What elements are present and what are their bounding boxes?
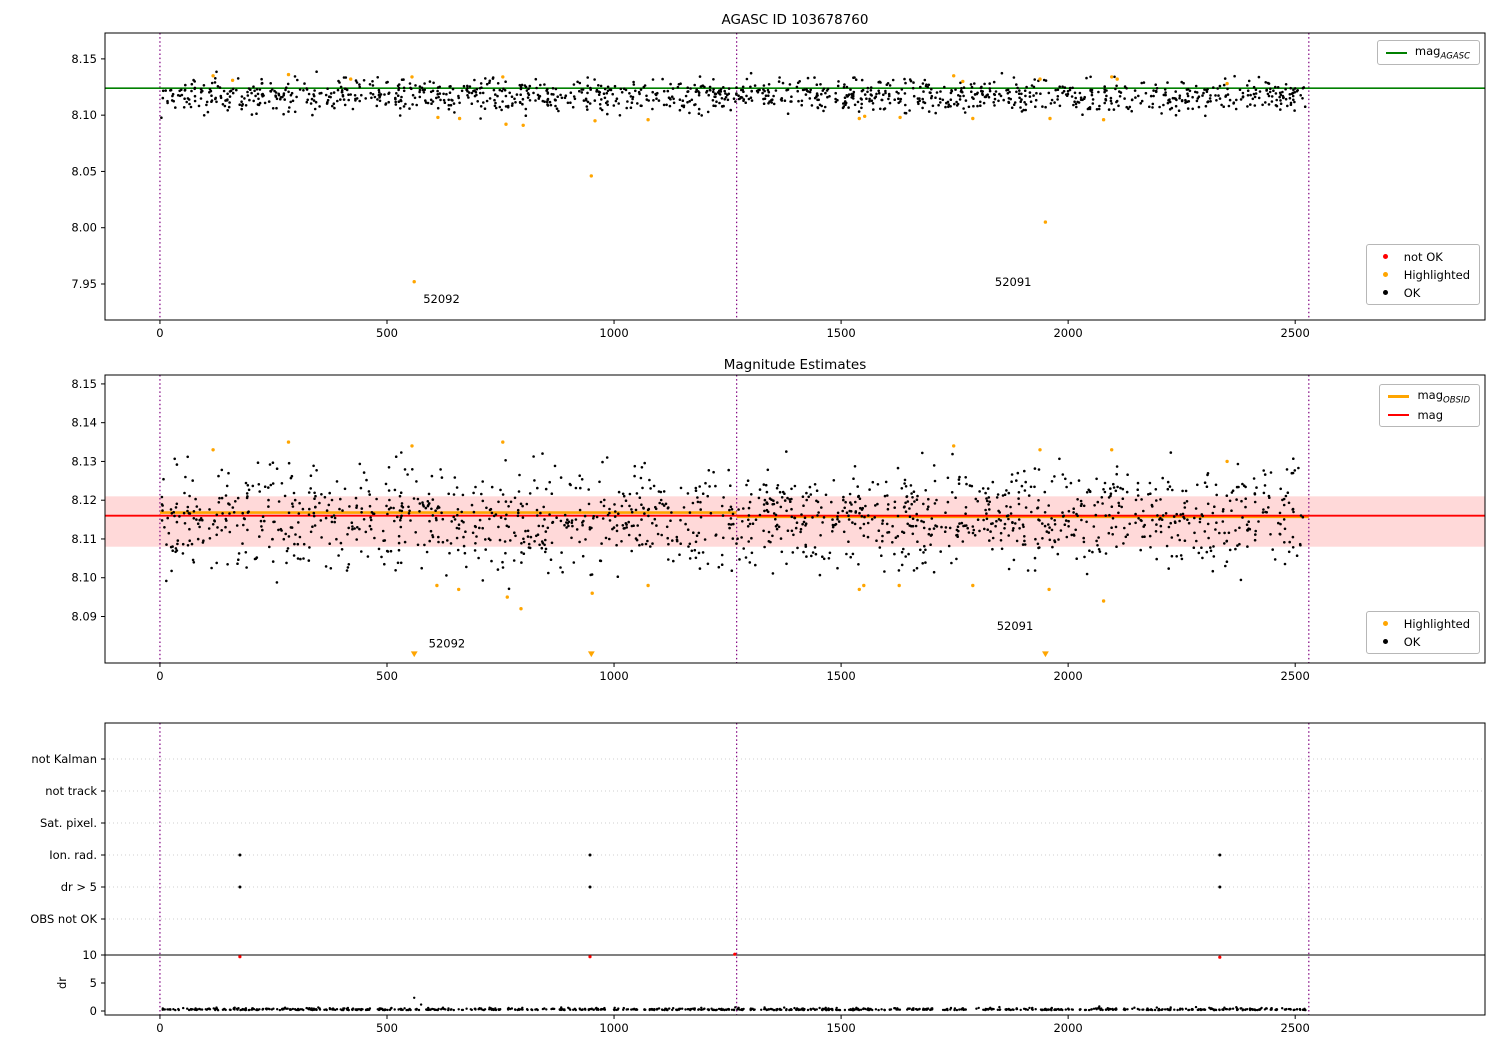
- y-tick-label: 8.14: [71, 416, 97, 430]
- axes-border: [104, 32, 1486, 321]
- legend-item: magOBSID: [1388, 387, 1470, 406]
- highlighted-points: [211, 72, 1229, 284]
- y-tick-label: 8.15: [71, 377, 97, 391]
- flag-category-label: dr > 5: [61, 880, 97, 894]
- dr-axis-label: dr: [55, 977, 69, 989]
- clipped-low-marker: [587, 651, 595, 658]
- x-tick-label: 2000: [1053, 326, 1082, 340]
- legend-label: OK: [1403, 285, 1421, 300]
- y-tick-label: 8.05: [71, 164, 97, 178]
- legend-marker-dot: [1382, 254, 1388, 259]
- y-tick-label: 8.10: [71, 108, 97, 122]
- x-tick-label: 1500: [826, 326, 855, 340]
- y-tick-label: 7.95: [71, 277, 97, 291]
- dr-tick-label: 5: [90, 976, 97, 990]
- x-tick-label: 1000: [599, 326, 628, 340]
- legend-label: not OK: [1403, 249, 1443, 264]
- legend-marker-dot: [1382, 272, 1388, 277]
- plot1-legend-lines: magAGASC: [1376, 40, 1480, 65]
- y-tick-label: 8.13: [71, 454, 97, 468]
- y-tick-label: 8.11: [71, 532, 97, 546]
- legend-item: Highlighted: [1375, 616, 1470, 631]
- legend-label: magOBSID: [1417, 387, 1470, 406]
- legend-marker-sample: [1375, 254, 1396, 259]
- obsid-annotation: 52091: [995, 275, 1032, 289]
- flag-category-label: Sat. pixel.: [40, 816, 97, 830]
- obsid-annotation: 52091: [997, 619, 1034, 633]
- plot2-legend-lines: magOBSID mag: [1379, 384, 1480, 427]
- dr-notok-points: [238, 952, 1222, 959]
- flags-dr-plot: not Kalman not track Sat. pixel. Ion. rad. d…: [30, 722, 1486, 1035]
- y-tick-label: 8.09: [71, 609, 97, 623]
- flag-category-label: OBS not OK: [30, 912, 97, 926]
- highlighted-points: [211, 440, 1229, 611]
- x-tick-label: 1500: [826, 669, 855, 683]
- clipped-low-marker: [1042, 651, 1049, 658]
- legend-label: magAGASC: [1414, 43, 1470, 62]
- legend-marker-dot: [1382, 639, 1388, 644]
- x-tick-label: 2000: [1053, 669, 1082, 683]
- legend-label: Highlighted: [1403, 616, 1470, 631]
- y-tick-label: 8.00: [71, 221, 97, 235]
- x-tick-label: 2500: [1281, 669, 1310, 683]
- flag-category-label: not track: [45, 784, 97, 798]
- mag-estimates-plot: 52092 52091 8.09 8.10 8.11 8.12 8.13 8.14 8.15 0 5…: [71, 374, 1486, 683]
- legend-item: mag: [1388, 407, 1470, 422]
- x-tick-label: 1000: [599, 1021, 628, 1035]
- obsid-annotation: 52092: [423, 292, 460, 306]
- agasc-mags-plot: 52092 52091 7.95 8.00 8.05 8.10 8.15 0 500 1000 15…: [71, 32, 1486, 340]
- legend-label: OK: [1403, 634, 1421, 649]
- y-tick-label: 8.10: [71, 571, 97, 585]
- plot2-title: Magnitude Estimates: [723, 357, 867, 373]
- dr-tick-label: 10: [82, 948, 97, 962]
- x-tick-label: 500: [376, 1021, 398, 1035]
- legend-marker-sample: [1375, 639, 1396, 644]
- x-tick-label: 500: [376, 326, 398, 340]
- legend-line-sample: [1388, 413, 1410, 416]
- legend-item: magAGASC: [1385, 43, 1470, 62]
- flag-category-label: not Kalman: [31, 752, 97, 766]
- legend-marker-sample: [1375, 290, 1396, 295]
- legend-label: mag: [1417, 407, 1444, 422]
- dr-points: [161, 996, 1307, 1012]
- legend-marker-sample: [1375, 621, 1396, 626]
- x-tick-label: 0: [156, 669, 163, 683]
- mag-uncertainty-band: [105, 496, 1485, 547]
- obsid-annotation: 52092: [429, 636, 466, 650]
- plot1-title: AGASC ID 103678760: [721, 12, 869, 28]
- legend-marker-dot: [1382, 621, 1388, 626]
- clipped-low-marker: [410, 651, 418, 658]
- x-tick-label: 2500: [1281, 326, 1310, 340]
- axes-border: [104, 722, 1486, 1016]
- x-tick-label: 2500: [1281, 1021, 1310, 1035]
- legend-item: OK: [1375, 634, 1470, 649]
- legend-item: not OK: [1375, 249, 1470, 264]
- plot1-legend-markers: not OK Highlighted OK: [1365, 244, 1480, 305]
- x-tick-label: 2000: [1053, 1021, 1082, 1035]
- ok-points: [160, 70, 1307, 120]
- y-tick-label: 8.15: [71, 52, 97, 66]
- legend-item: Highlighted: [1375, 267, 1470, 282]
- y-tick-label: 8.12: [71, 493, 97, 507]
- legend-label: Highlighted: [1403, 267, 1470, 282]
- axes-border: [104, 374, 1486, 664]
- legend-line-sample: [1385, 51, 1407, 54]
- ok-points: [160, 450, 1305, 591]
- legend-line-sample: [1388, 395, 1410, 398]
- flag-points: [238, 853, 1222, 889]
- x-tick-label: 1000: [599, 669, 628, 683]
- dr-tick-label: 0: [90, 1004, 97, 1018]
- x-tick-label: 500: [376, 669, 398, 683]
- x-tick-label: 1500: [826, 1021, 855, 1035]
- flag-category-label: Ion. rad.: [49, 848, 97, 862]
- plot2-legend-markers: Highlighted OK: [1365, 611, 1480, 654]
- x-tick-label: 0: [156, 326, 163, 340]
- legend-item: OK: [1375, 285, 1470, 300]
- legend-marker-sample: [1375, 272, 1396, 277]
- x-tick-label: 0: [156, 1021, 163, 1035]
- legend-marker-dot: [1382, 290, 1388, 295]
